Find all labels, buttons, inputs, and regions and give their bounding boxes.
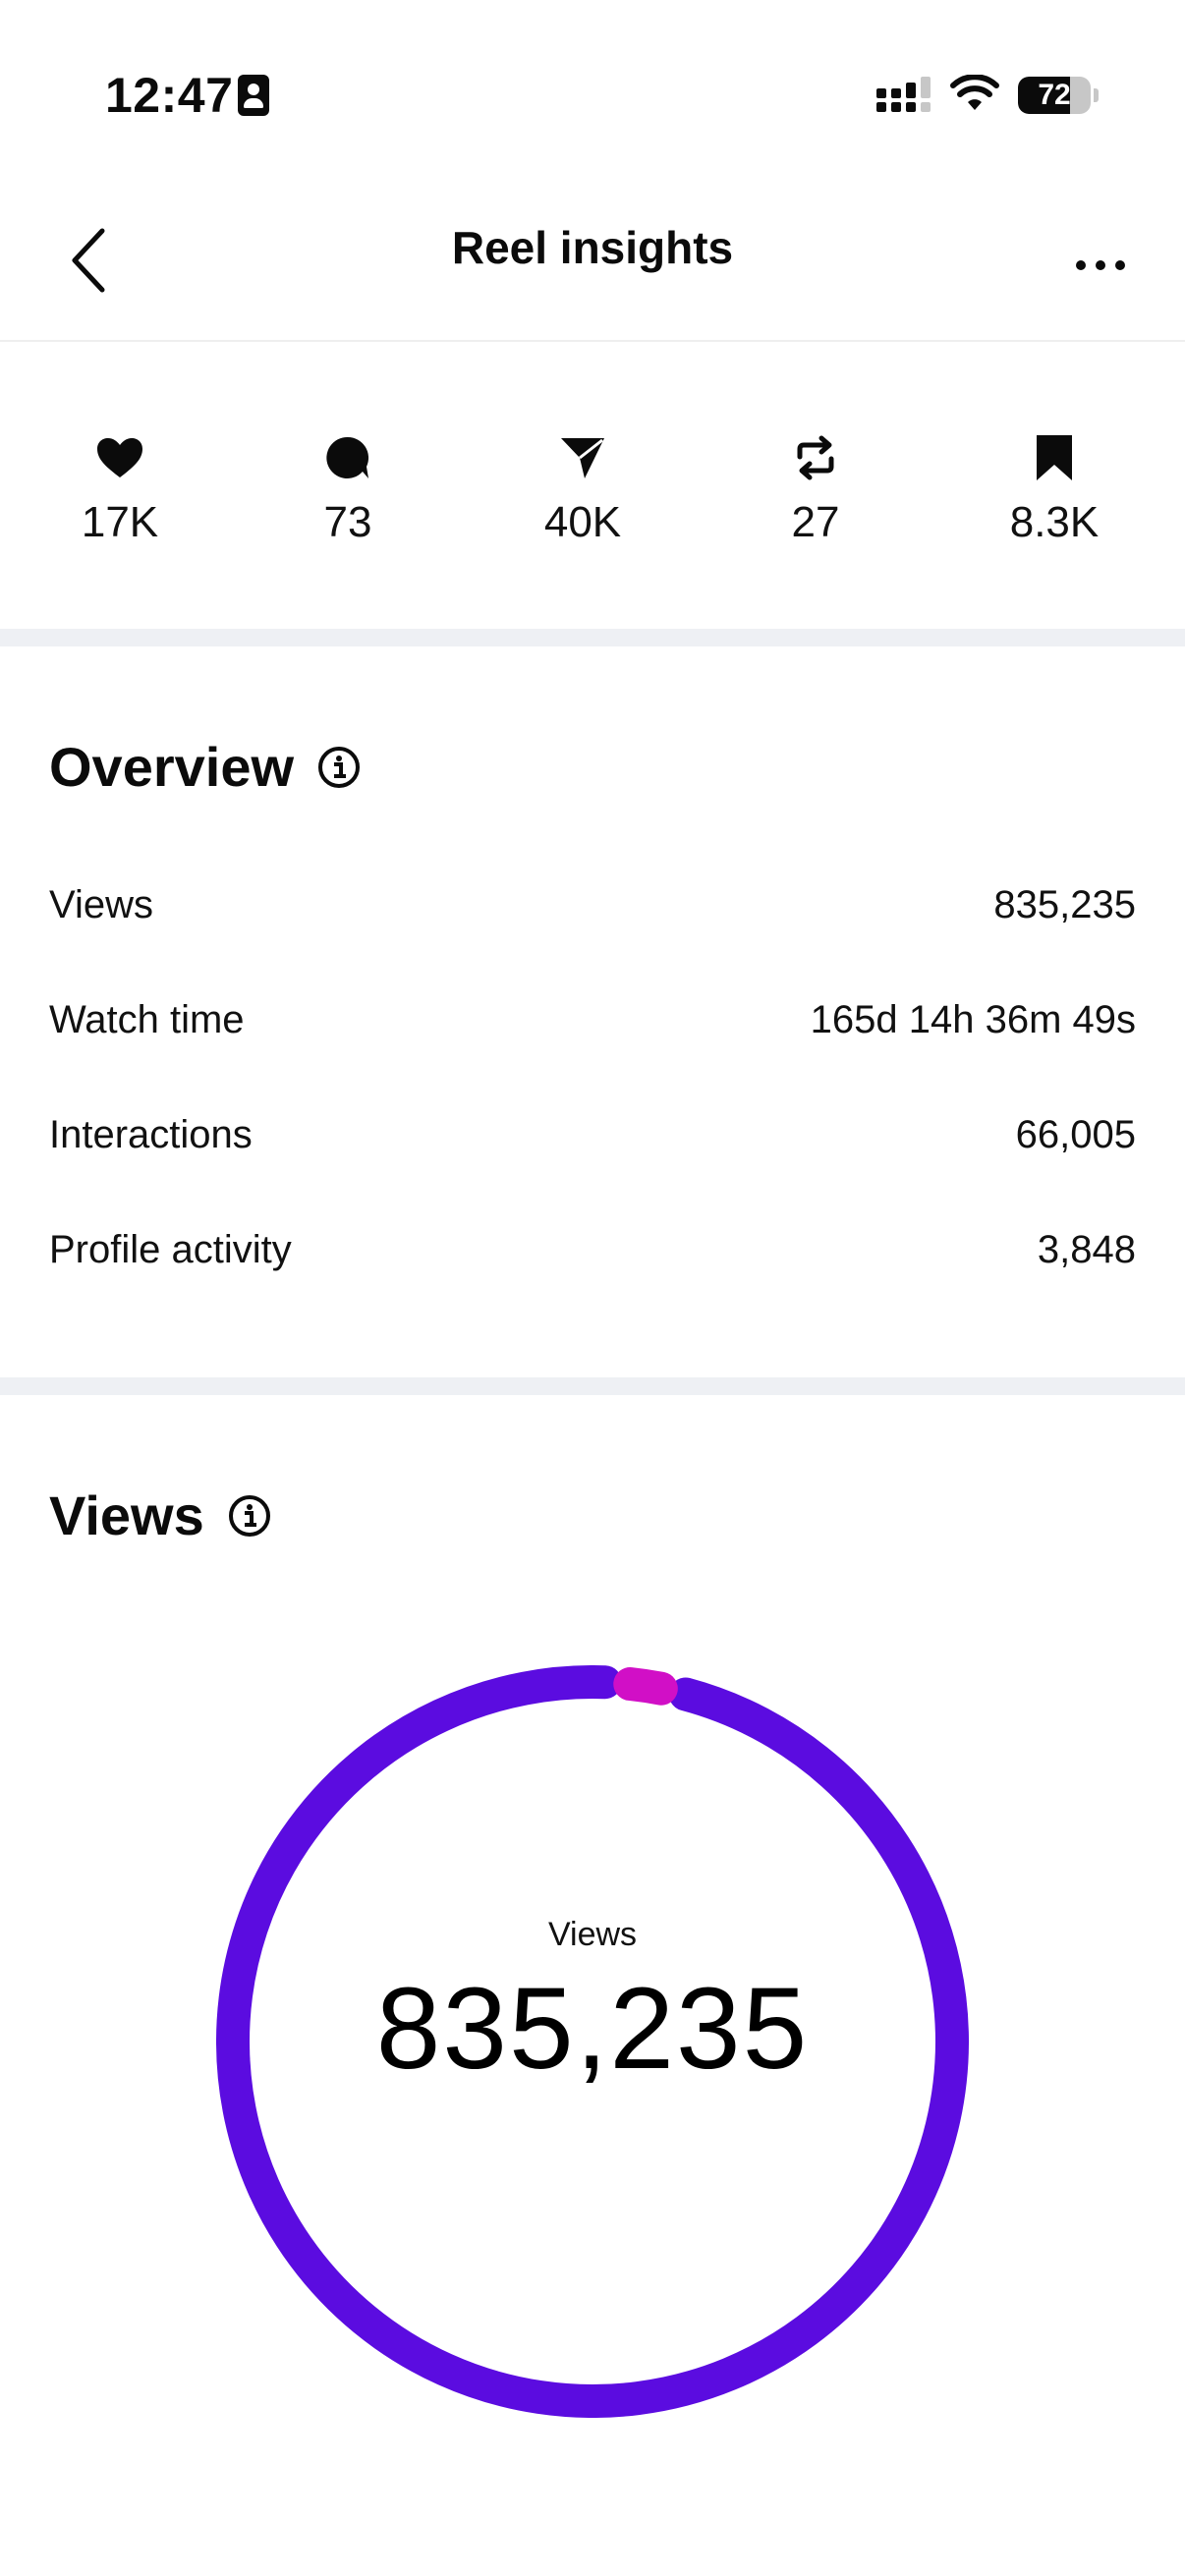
signal-icon <box>876 77 931 112</box>
ellipsis-icon <box>1076 260 1125 270</box>
stat-reposts: 27 <box>737 430 894 550</box>
stat-value: 8.3K <box>1009 498 1100 546</box>
bookmark-icon <box>1037 435 1072 480</box>
page-title: Reel insights <box>451 222 734 273</box>
section-divider <box>0 629 1185 646</box>
chevron-left-icon <box>72 228 105 293</box>
row-label: Views <box>49 883 153 926</box>
row-label: Profile activity <box>49 1228 292 1271</box>
stat-likes: 17K <box>41 430 198 550</box>
more-options-button[interactable] <box>1061 226 1140 305</box>
stat-value: 17K <box>81 498 159 546</box>
info-icon[interactable] <box>228 1494 271 1538</box>
id-card-icon <box>238 75 269 116</box>
stat-value: 27 <box>791 498 840 546</box>
row-value: 835,235 <box>993 883 1136 926</box>
repost-icon <box>797 435 834 480</box>
views-ring-chart: Views 835,235 <box>216 1665 969 2418</box>
back-button[interactable] <box>49 216 128 305</box>
row-value: 3,848 <box>1037 1228 1136 1271</box>
ring-segment-2 <box>613 1667 678 1706</box>
overview-row-watch-time: Watch time 165d 14h 36m 49s <box>49 995 1136 1044</box>
battery-level: 72 <box>1038 79 1071 111</box>
row-value: 66,005 <box>1015 1113 1136 1156</box>
overview-row-views: Views 835,235 <box>49 880 1136 929</box>
row-value: 165d 14h 36m 49s <box>810 998 1136 1041</box>
row-label: Interactions <box>49 1113 253 1156</box>
overview-row-profile-activity: Profile activity 3,848 <box>49 1225 1136 1274</box>
ring-segment-1 <box>216 1665 969 2418</box>
views-title: Views <box>49 1484 204 1546</box>
engagement-stats: 17K 73 40K 27 <box>0 344 1185 629</box>
overview-heading: Overview <box>49 735 361 799</box>
overview-row-interactions: Interactions 66,005 <box>49 1110 1136 1159</box>
stat-saves: 8.3K <box>976 430 1133 550</box>
stat-comments: 73 <box>269 430 426 550</box>
stat-value: 73 <box>323 498 372 546</box>
status-time: 12:47 <box>105 68 234 123</box>
stat-shares: 40K <box>504 430 661 550</box>
info-icon[interactable] <box>317 746 361 789</box>
ring-label: Views <box>547 1916 638 1953</box>
views-ring <box>216 1665 969 2418</box>
send-icon <box>561 438 604 478</box>
ring-value: 835,235 <box>375 1964 810 2094</box>
section-divider <box>0 1377 1185 1395</box>
views-heading: Views <box>49 1484 271 1547</box>
battery-icon: 72 <box>1018 77 1099 114</box>
overview-title: Overview <box>49 736 295 798</box>
row-label: Watch time <box>49 998 245 1041</box>
wifi-icon <box>950 75 999 110</box>
header: Reel insights <box>0 187 1185 342</box>
stat-value: 40K <box>543 498 622 546</box>
comment-icon <box>326 436 369 478</box>
status-bar: 12:47 72 <box>0 0 1185 187</box>
heart-icon <box>97 438 142 477</box>
